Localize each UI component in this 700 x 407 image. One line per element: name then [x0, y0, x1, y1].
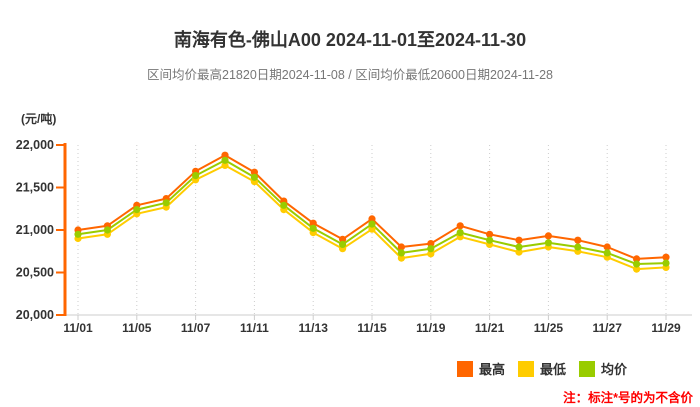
y-axis-label: 20,000 — [16, 308, 54, 322]
legend-swatch-avg-icon — [579, 360, 596, 377]
data-point-最高-11/13 — [309, 219, 317, 227]
data-point-最高-11/11 — [250, 168, 258, 176]
data-point-最高-11/15 — [368, 215, 376, 223]
data-point-最高-11/26 — [574, 236, 582, 244]
data-point-均价-11/28 — [633, 260, 641, 268]
x-axis-label: 11/15 — [357, 321, 387, 335]
data-point-最高-11/21 — [486, 230, 494, 238]
x-axis-label: 11/25 — [534, 321, 564, 335]
x-axis-label: 11/05 — [122, 321, 152, 335]
data-point-最高-11/22 — [515, 236, 523, 244]
legend-item-high: 最高 — [457, 359, 505, 378]
footnote: 注：标注*号的为不含价 — [563, 391, 693, 405]
data-point-均价-11/05 — [133, 206, 141, 214]
legend-label-high: 最高 — [479, 362, 506, 377]
data-point-均价-11/19 — [427, 245, 435, 253]
legend-swatch-high-icon — [457, 360, 473, 377]
data-point-均价-11/26 — [574, 243, 582, 251]
data-point-均价-11/04 — [103, 226, 111, 234]
legend-label-low: 最低 — [540, 362, 567, 377]
data-point-均价-11/27 — [603, 249, 611, 257]
y-axis-unit-label: (元/吨) — [21, 112, 57, 126]
legend-item-low: 最低 — [518, 359, 566, 378]
x-axis-label: 11/29 — [651, 321, 681, 335]
x-axis-label: 11/01 — [63, 321, 93, 335]
data-point-最低-11/22 — [515, 248, 523, 256]
data-point-均价-11/06 — [162, 199, 170, 207]
data-point-均价-11/29 — [662, 259, 670, 267]
chart-title: 南海有色-佛山A00 2024-11-01至2024-11-30 — [173, 30, 527, 50]
y-axis-label: 20,500 — [16, 266, 54, 280]
data-point-均价-11/12 — [280, 201, 288, 209]
data-point-最低-11/08 — [221, 161, 229, 169]
y-axis-label: 21,500 — [16, 181, 54, 195]
y-axis-label: 22,000 — [16, 138, 54, 152]
data-point-最高-11/14 — [339, 235, 347, 243]
data-point-均价-11/22 — [515, 243, 523, 251]
data-point-均价-11/18 — [397, 249, 405, 257]
data-point-最高-11/28 — [633, 255, 641, 263]
data-point-最高-11/29 — [662, 253, 670, 261]
x-axis-label: 11/13 — [299, 321, 329, 335]
data-point-均价-11/21 — [486, 236, 494, 244]
x-axis-label: 11/19 — [416, 321, 446, 335]
data-point-均价-11/08 — [221, 156, 229, 164]
data-point-均价-11/13 — [309, 224, 317, 232]
data-point-最高-11/25 — [544, 232, 553, 240]
y-axis-label: 21,000 — [16, 223, 54, 237]
data-point-均价-11/11 — [250, 173, 258, 181]
x-axis-label: 11/07 — [181, 321, 211, 335]
chart-legend: 最高 最低 均价 — [457, 359, 640, 378]
data-point-最高-11/20 — [456, 222, 464, 230]
legend-swatch-low-icon — [518, 360, 535, 377]
data-point-最高-11/08 — [221, 151, 229, 159]
data-point-最低-11/18 — [397, 254, 405, 262]
data-point-最高-11/18 — [397, 243, 405, 251]
legend-item-avg: 均价 — [579, 359, 627, 378]
data-point-最低-11/28 — [633, 265, 641, 273]
chart-subtitle: 区间均价最高21820日期2024-11-08 / 区间均价最低20600日期2… — [147, 68, 553, 82]
data-point-均价-11/14 — [339, 240, 347, 248]
data-point-最低-11/15 — [368, 225, 376, 233]
legend-label-avg: 均价 — [601, 362, 628, 377]
data-point-均价-11/20 — [456, 229, 464, 237]
data-point-最高-11/27 — [603, 243, 611, 251]
data-point-均价-11/01 — [74, 230, 82, 238]
data-point-最低-11/19 — [427, 250, 435, 258]
data-point-均价-11/15 — [368, 220, 376, 228]
x-axis-label: 11/27 — [593, 321, 623, 335]
data-point-均价-11/07 — [192, 172, 200, 180]
x-axis-label: 11/11 — [240, 321, 269, 335]
data-point-最高-11/19 — [427, 240, 435, 248]
data-point-均价-11/25 — [544, 239, 553, 247]
x-axis-label: 11/21 — [475, 321, 505, 335]
